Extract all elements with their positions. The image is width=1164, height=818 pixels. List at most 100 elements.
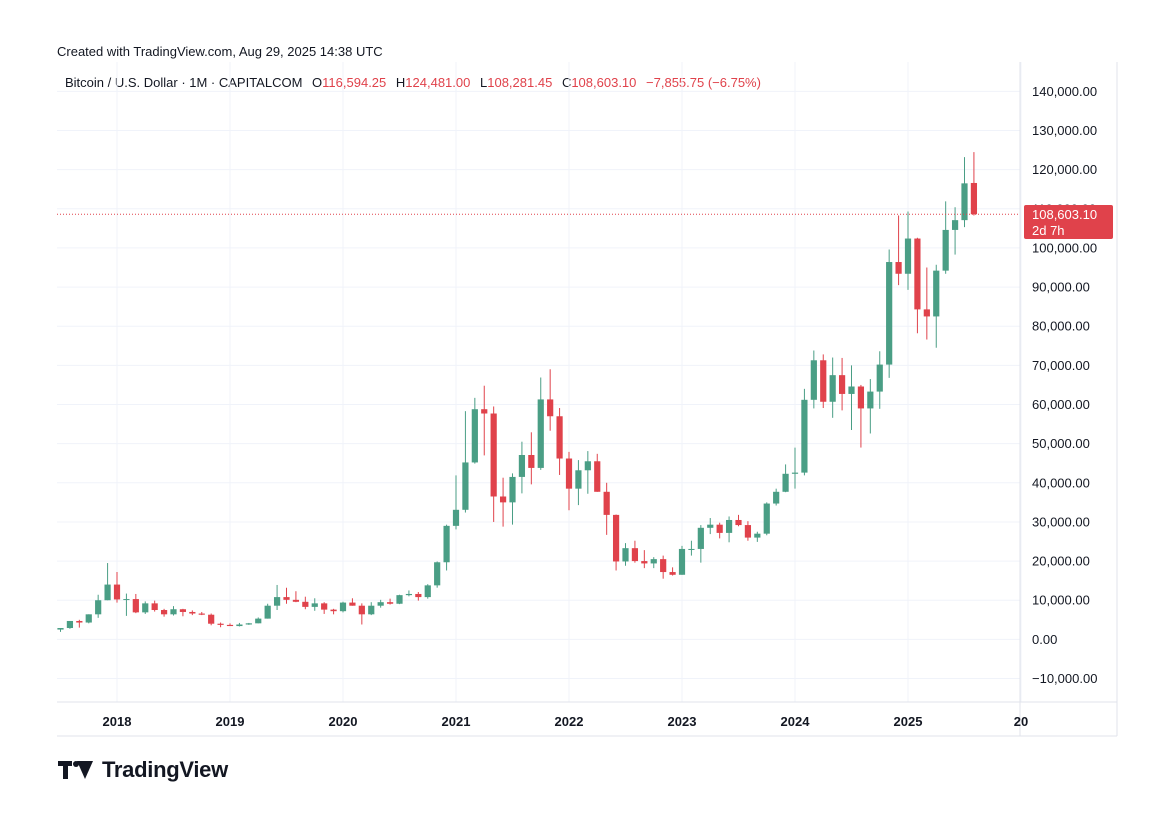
candle — [198, 611, 205, 616]
candle-body — [198, 613, 205, 615]
candle — [895, 215, 902, 286]
candle-body — [725, 519, 733, 533]
candle-body — [782, 473, 789, 492]
candle — [217, 622, 224, 628]
bar-countdown: 2d 7h — [1032, 223, 1065, 238]
price-axis: −10,000.00 0.00 10,000.00 20,000.00 30,000.0… — [1032, 84, 1097, 686]
candle-body — [113, 584, 121, 600]
candle-body — [970, 182, 978, 215]
candle — [763, 502, 770, 536]
candle-body — [358, 605, 365, 615]
y-tick-label: 100,000.00 — [1032, 240, 1097, 255]
candle — [396, 594, 403, 605]
candle — [132, 593, 139, 614]
candle — [612, 514, 620, 571]
candle-body — [612, 514, 620, 562]
candle — [358, 603, 365, 625]
candle-body — [349, 602, 356, 606]
candle — [509, 473, 516, 525]
candle — [443, 524, 450, 571]
x-tick-label: 2023 — [668, 714, 697, 729]
candle-body — [405, 593, 413, 596]
candle — [961, 157, 968, 228]
candle — [603, 482, 610, 535]
candle-body — [462, 462, 469, 510]
brand-name: TradingView — [102, 757, 228, 782]
candle — [942, 201, 949, 274]
candle — [537, 377, 544, 470]
candle — [142, 601, 149, 614]
candle-body — [867, 391, 874, 409]
x-tick-label: 2024 — [781, 714, 811, 729]
candle-body — [452, 509, 460, 526]
candle-body — [537, 399, 544, 468]
candle-body — [857, 386, 865, 409]
candle-body — [716, 524, 723, 533]
candle — [368, 602, 375, 616]
candle — [688, 540, 695, 556]
y-tick-label: 40,000.00 — [1032, 475, 1090, 490]
candle — [264, 603, 271, 619]
x-tick-label: 20 — [1014, 714, 1028, 729]
candle — [565, 451, 573, 511]
candle — [810, 350, 817, 409]
candle-body — [386, 602, 394, 604]
candle-body — [226, 624, 234, 627]
candle — [471, 397, 478, 464]
candle — [584, 451, 591, 494]
candle-body — [377, 602, 384, 606]
chart-grid — [57, 62, 1022, 702]
low-value: 108,281.45 — [487, 75, 553, 90]
candle-body — [217, 623, 224, 625]
candle-body — [273, 597, 281, 606]
candle — [914, 237, 921, 334]
tradingview-logo-icon — [58, 759, 94, 781]
candle-body — [904, 238, 912, 274]
y-tick-label: 90,000.00 — [1032, 280, 1090, 295]
candle — [208, 613, 215, 626]
candle — [886, 249, 893, 378]
candle-body — [933, 270, 940, 317]
high-value: 124,481.00 — [405, 75, 471, 90]
candle — [113, 572, 121, 603]
candle-body — [499, 496, 507, 503]
candle — [876, 351, 883, 409]
x-tick-label: 2019 — [216, 714, 245, 729]
candle — [547, 369, 554, 431]
candle — [933, 264, 940, 348]
x-tick-label: 2021 — [442, 714, 471, 729]
candle — [829, 357, 836, 418]
candle — [735, 514, 742, 527]
candle — [170, 606, 177, 616]
candle — [744, 521, 752, 541]
y-tick-label: 80,000.00 — [1032, 319, 1090, 334]
candle — [226, 623, 234, 627]
candle-body — [415, 593, 422, 598]
candle — [452, 475, 460, 530]
candle — [104, 563, 111, 601]
candle — [160, 608, 168, 617]
candle — [499, 477, 507, 527]
candle — [292, 591, 300, 603]
x-tick-label: 2018 — [103, 714, 132, 729]
candle-body — [773, 491, 780, 504]
last-price-tag: 108,603.10 2d 7h — [1024, 205, 1113, 239]
tradingview-brand[interactable]: TradingView — [58, 756, 228, 784]
candle — [95, 594, 102, 618]
candle-body — [528, 455, 535, 468]
candle-body — [76, 620, 83, 623]
y-tick-label: 130,000.00 — [1032, 123, 1097, 138]
candle — [782, 464, 789, 493]
candle — [481, 385, 488, 456]
candle — [424, 584, 431, 599]
candle-body — [660, 559, 667, 573]
candle-body — [565, 458, 573, 489]
candle-body — [208, 614, 215, 624]
change-value: −7,855.75 (−6.75%) — [646, 75, 761, 90]
chart-frame — [57, 62, 1118, 737]
candle — [848, 365, 855, 430]
candle — [857, 384, 865, 448]
candle-body — [669, 572, 676, 575]
candle — [66, 620, 74, 629]
